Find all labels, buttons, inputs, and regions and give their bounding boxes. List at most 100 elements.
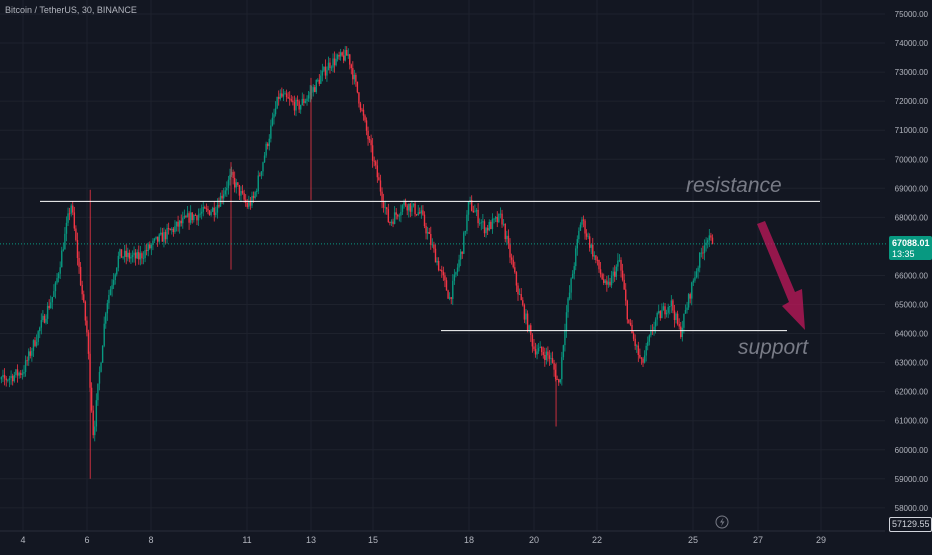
- candle-body: [163, 232, 165, 242]
- candle-body: [417, 212, 419, 215]
- candle-body: [493, 218, 495, 220]
- price-tick-label: 70000.00: [895, 155, 929, 164]
- candle-body: [523, 305, 526, 320]
- candle-body: [499, 213, 502, 215]
- candle-body: [486, 227, 489, 231]
- candle-body: [273, 114, 275, 118]
- candle-body: [629, 322, 632, 325]
- candle-body: [488, 221, 490, 231]
- candle-body: [50, 302, 52, 308]
- lightning-icon[interactable]: [715, 515, 729, 529]
- candle-body: [31, 350, 33, 356]
- candle-body: [35, 341, 38, 346]
- candle-body: [293, 102, 296, 111]
- candle-body: [356, 81, 359, 93]
- candle-body: [618, 260, 621, 261]
- candle-body: [390, 221, 393, 224]
- candle-body: [411, 205, 413, 212]
- candle-body: [384, 207, 386, 209]
- candle-body: [186, 213, 189, 218]
- candle-body: [681, 327, 684, 338]
- candle-body: [358, 92, 360, 104]
- candle-body: [125, 250, 127, 257]
- date-tick-label: 4: [20, 535, 25, 545]
- candle-body: [437, 260, 440, 270]
- candle-body: [156, 236, 159, 242]
- candle-body: [40, 320, 43, 328]
- price-tick-label: 60000.00: [895, 446, 929, 455]
- candle-body: [300, 104, 302, 110]
- candle-body: [467, 201, 470, 215]
- candle-body: [227, 179, 230, 189]
- candle-body: [470, 200, 473, 211]
- candle-body: [406, 205, 408, 211]
- candle-body: [526, 313, 529, 331]
- candle-body: [353, 74, 356, 80]
- price-tick-label: 59000.00: [895, 475, 929, 484]
- candle-body: [332, 58, 334, 68]
- candle-body: [525, 313, 527, 320]
- candle-body: [711, 237, 714, 244]
- candle-body: [64, 233, 66, 250]
- down-arrow[interactable]: [757, 221, 805, 330]
- price-tick-label: 62000.00: [895, 388, 929, 397]
- candle-body: [485, 227, 487, 234]
- candle-body: [224, 190, 226, 195]
- price-axis[interactable]: 75000.00 74000.00 73000.00 72000.00 71000.00…: [886, 0, 932, 550]
- candle-body: [558, 379, 560, 383]
- candle-body: [650, 330, 652, 336]
- candle-body: [16, 369, 19, 376]
- candle-body: [73, 212, 76, 229]
- candle-body: [559, 379, 561, 383]
- candle-body: [123, 250, 126, 257]
- candle-body: [548, 355, 551, 359]
- candle-body: [324, 66, 327, 76]
- candle-body: [108, 294, 110, 304]
- candle-body: [441, 270, 443, 272]
- lightning-icon-bolt: [720, 517, 725, 527]
- candle-body: [230, 171, 233, 175]
- candle-body: [301, 98, 303, 105]
- candle-body: [665, 312, 668, 315]
- candle-body: [175, 221, 178, 227]
- candle-body: [587, 236, 589, 238]
- candle-body: [15, 369, 17, 376]
- candle-body: [361, 109, 363, 111]
- candle-body: [243, 193, 245, 200]
- candle-body: [136, 252, 138, 259]
- candle-body: [395, 212, 397, 215]
- candle-body: [284, 93, 286, 95]
- candle-body: [673, 310, 676, 320]
- candle-body: [100, 362, 102, 372]
- candle-body: [474, 211, 476, 213]
- candle-body: [5, 378, 7, 381]
- candle-body: [423, 214, 426, 226]
- candle-body: [114, 274, 116, 281]
- candle-body: [702, 252, 704, 254]
- candle-body: [255, 191, 258, 193]
- time-axis[interactable]: 4 6 8 11 13 15 18 20 22 25 27 29: [20, 535, 826, 545]
- candle-body: [398, 215, 401, 217]
- candle-body: [498, 213, 500, 223]
- support-label: support: [738, 336, 809, 359]
- candle-body: [127, 252, 129, 257]
- candle-body: [46, 305, 49, 319]
- candle-body: [367, 130, 369, 140]
- candle-body: [662, 306, 665, 311]
- candle-body: [257, 175, 259, 192]
- candle-body: [152, 240, 154, 245]
- candle-body: [290, 99, 292, 101]
- candle-body: [34, 340, 36, 346]
- symbol-title[interactable]: Bitcoin / TetherUS, 30, BINANCE: [5, 5, 137, 15]
- candle-body: [287, 97, 289, 99]
- candle-body: [466, 214, 468, 232]
- candle-body: [551, 358, 554, 363]
- candle-body: [453, 274, 456, 281]
- candle-body: [541, 346, 543, 353]
- candle-body: [392, 221, 394, 224]
- candle-body: [59, 267, 61, 274]
- candle-body: [447, 290, 449, 299]
- candle-body: [167, 228, 170, 230]
